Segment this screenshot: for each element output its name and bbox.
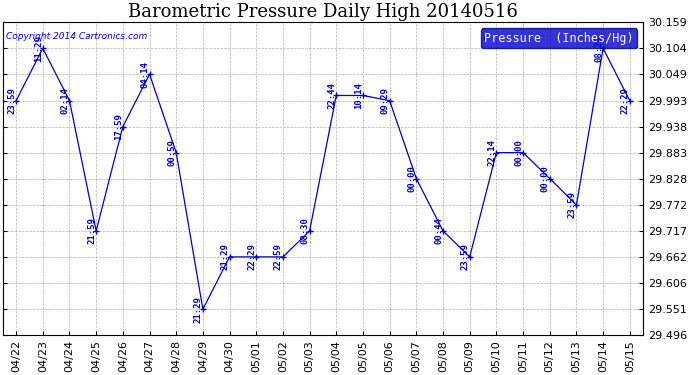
Text: 22:44: 22:44 bbox=[327, 82, 336, 109]
Text: 00:00: 00:00 bbox=[514, 139, 523, 166]
Text: 11:29: 11:29 bbox=[34, 35, 43, 62]
Text: 22:29: 22:29 bbox=[621, 87, 630, 114]
Text: 23:59: 23:59 bbox=[461, 243, 470, 270]
Text: 22:14: 22:14 bbox=[487, 139, 496, 166]
Title: Barometric Pressure Daily High 20140516: Barometric Pressure Daily High 20140516 bbox=[128, 3, 518, 21]
Text: 10:14: 10:14 bbox=[354, 82, 363, 109]
Text: 22:29: 22:29 bbox=[247, 243, 256, 270]
Text: 21:29: 21:29 bbox=[221, 243, 230, 270]
Text: 17:59: 17:59 bbox=[114, 113, 123, 140]
Text: 23:59: 23:59 bbox=[567, 192, 576, 218]
Text: 23:59: 23:59 bbox=[7, 87, 16, 114]
Legend: Pressure  (Inches/Hg): Pressure (Inches/Hg) bbox=[480, 28, 637, 48]
Text: 22:59: 22:59 bbox=[274, 243, 283, 270]
Text: 00:44: 00:44 bbox=[434, 217, 443, 244]
Text: 21:29: 21:29 bbox=[194, 296, 203, 323]
Text: 00:00: 00:00 bbox=[541, 165, 550, 192]
Text: Copyright 2014 Cartronics.com: Copyright 2014 Cartronics.com bbox=[6, 32, 147, 41]
Text: 02:14: 02:14 bbox=[61, 87, 70, 114]
Text: 21:59: 21:59 bbox=[87, 217, 96, 244]
Text: 08:30: 08:30 bbox=[301, 217, 310, 244]
Text: 00:00: 00:00 bbox=[407, 165, 416, 192]
Text: 09:29: 09:29 bbox=[381, 87, 390, 114]
Text: 00:59: 00:59 bbox=[167, 139, 176, 166]
Text: 08:29: 08:29 bbox=[594, 35, 603, 62]
Text: 04:14: 04:14 bbox=[141, 61, 150, 88]
